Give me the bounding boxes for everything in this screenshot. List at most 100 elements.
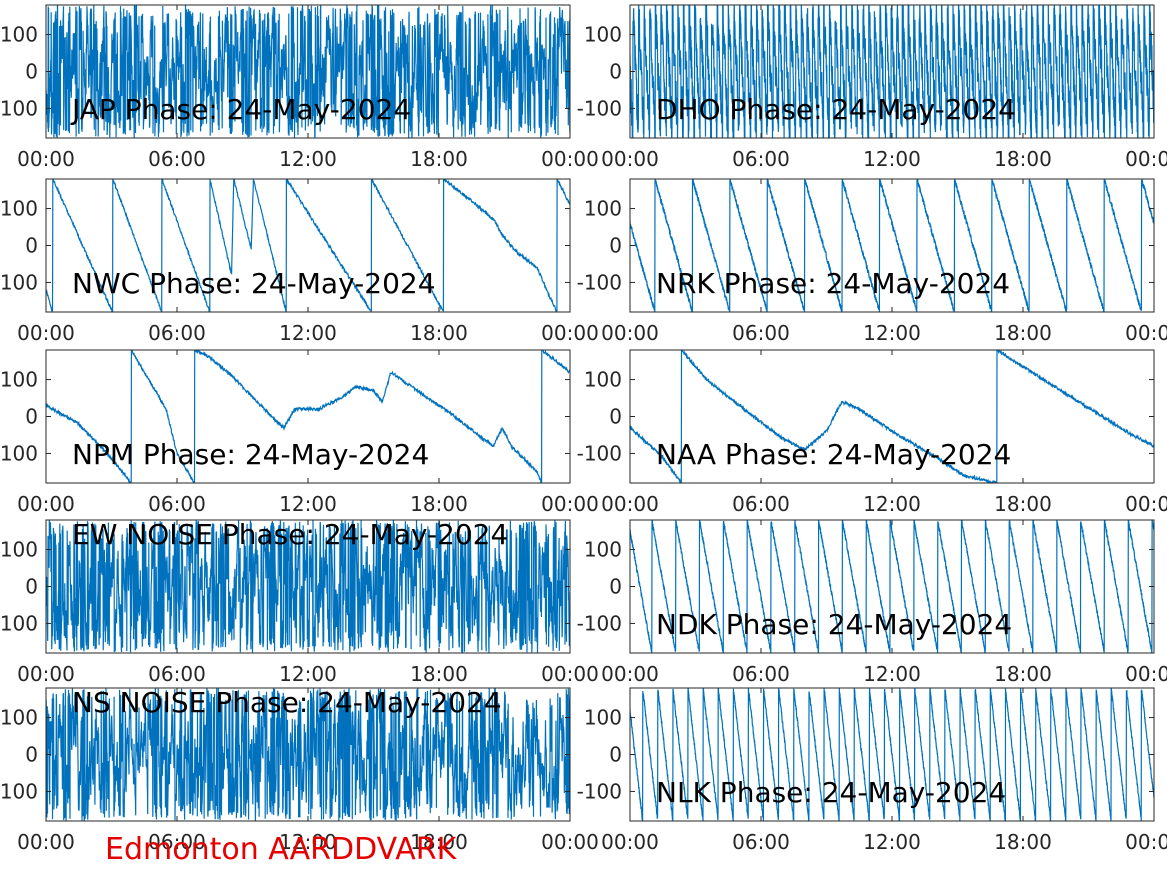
y-tick-label: 0 [609, 743, 622, 767]
x-tick-label: 00:00 [1125, 147, 1167, 171]
x-tick-label: 06:00 [148, 147, 206, 171]
y-tick-label: 100 [584, 706, 622, 730]
x-tick-label: 18:00 [994, 492, 1052, 516]
y-tick-label: 100 [0, 779, 38, 803]
x-tick-label: 00:00 [541, 492, 599, 516]
y-tick-label: 100 [584, 538, 622, 562]
x-tick-label: 12:00 [279, 147, 337, 171]
x-tick-label: 00:00 [541, 321, 599, 345]
x-tick-label: 12:00 [279, 830, 337, 854]
x-tick-label: 12:00 [863, 147, 921, 171]
x-tick-label: 06:00 [148, 321, 206, 345]
panel-title: EW NOISE Phase: 24-May-2024 [72, 518, 508, 551]
panel-title: NPM Phase: 24-May-2024 [72, 438, 429, 471]
x-tick-label: 12:00 [279, 662, 337, 686]
x-tick-label: 12:00 [863, 830, 921, 854]
x-tick-label: 12:00 [863, 662, 921, 686]
phase-trace [630, 520, 1154, 653]
x-tick-label: 06:00 [732, 492, 790, 516]
phase-trace [46, 350, 570, 483]
y-tick-label: 100 [0, 23, 38, 47]
y-tick-label: 100 [0, 706, 38, 730]
x-tick-label: 06:00 [732, 662, 790, 686]
panel-title: NRK Phase: 24-May-2024 [656, 267, 1010, 300]
phase-panel-6: 00:00 06:00 12:00 18:00 00:00 100 0 -100 NAA Pha… [577, 349, 1167, 516]
y-tick-label: -100 [577, 270, 622, 294]
phase-panel-10: 00:00 06:00 12:00 18:00 00:00 100 0 -100 NLK Pha… [577, 687, 1167, 854]
y-tick-label: 0 [25, 405, 38, 429]
y-tick-label: 100 [0, 538, 38, 562]
y-tick-label: 0 [25, 234, 38, 258]
x-tick-label: 00:00 [1125, 830, 1167, 854]
y-tick-label: 0 [609, 575, 622, 599]
x-tick-label: 00:00 [1125, 321, 1167, 345]
x-tick-label: 00:00 [601, 830, 659, 854]
phase-trace [46, 520, 570, 653]
phase-trace [46, 688, 570, 821]
x-tick-label: 18:00 [994, 321, 1052, 345]
x-tick-label: 00:00 [1125, 662, 1167, 686]
x-tick-label: 00:00 [601, 147, 659, 171]
y-tick-label: 0 [609, 234, 622, 258]
phase-trace [630, 179, 1154, 312]
x-tick-label: 00:00 [17, 662, 75, 686]
panel-title: NAA Phase: 24-May-2024 [656, 438, 1011, 471]
x-tick-label: 00:00 [17, 830, 75, 854]
y-tick-label: 0 [25, 575, 38, 599]
panel-title: DHO Phase: 24-May-2024 [656, 93, 1016, 126]
phase-trace [46, 179, 570, 312]
y-tick-label: 100 [0, 270, 38, 294]
phase-panel-8: 00:00 06:00 12:00 18:00 00:00 100 0 -100 NDK Pha… [577, 519, 1167, 686]
panel-title: NWC Phase: 24-May-2024 [72, 267, 436, 300]
x-tick-label: 00:00 [601, 492, 659, 516]
x-tick-label: 18:00 [410, 830, 468, 854]
x-tick-label: 18:00 [410, 662, 468, 686]
x-tick-label: 12:00 [279, 492, 337, 516]
x-tick-label: 12:00 [863, 492, 921, 516]
x-tick-label: 06:00 [148, 492, 206, 516]
x-tick-label: 18:00 [410, 492, 468, 516]
x-tick-label: 00:00 [1125, 492, 1167, 516]
x-tick-label: 12:00 [863, 321, 921, 345]
x-tick-label: 00:00 [541, 147, 599, 171]
x-tick-label: 06:00 [732, 147, 790, 171]
y-tick-label: -100 [577, 611, 622, 635]
panels: 00:00 06:00 12:00 18:00 00:00 100 0 100 JAP Phas… [0, 4, 1167, 854]
y-tick-label: 100 [584, 368, 622, 392]
station-footer-title: Edmonton AARDDVARK [105, 832, 458, 867]
phase-trace [630, 350, 1154, 483]
x-tick-label: 18:00 [994, 662, 1052, 686]
x-tick-label: 12:00 [279, 321, 337, 345]
y-tick-label: 0 [25, 60, 38, 84]
x-tick-label: 06:00 [732, 321, 790, 345]
panel-title: NS NOISE Phase: 24-May-2024 [72, 686, 502, 719]
phase-panel-2: 00:00 06:00 12:00 18:00 00:00 100 0 -100 DHO Pha… [577, 4, 1167, 171]
phase-panel-3: 00:00 06:00 12:00 18:00 00:00 100 0 100 NWC Phas… [0, 178, 599, 345]
x-tick-label: 00:00 [17, 147, 75, 171]
x-tick-label: 06:00 [732, 830, 790, 854]
x-tick-label: 06:00 [148, 662, 206, 686]
x-tick-label: 18:00 [410, 147, 468, 171]
y-tick-label: -100 [577, 96, 622, 120]
panel-title: NDK Phase: 24-May-2024 [656, 608, 1012, 641]
x-tick-label: 00:00 [541, 830, 599, 854]
y-tick-label: 0 [609, 405, 622, 429]
y-tick-label: 100 [584, 197, 622, 221]
x-tick-label: 18:00 [994, 147, 1052, 171]
y-tick-label: 100 [0, 441, 38, 465]
y-tick-label: 0 [609, 60, 622, 84]
y-tick-label: 100 [0, 197, 38, 221]
panel-title: NLK Phase: 24-May-2024 [656, 776, 1006, 809]
y-tick-label: -100 [577, 779, 622, 803]
y-tick-label: -100 [577, 441, 622, 465]
x-tick-label: 00:00 [601, 662, 659, 686]
x-tick-label: 18:00 [994, 830, 1052, 854]
phase-panel-5: 00:00 06:00 12:00 18:00 00:00 100 0 100 NPM Phas… [0, 349, 599, 516]
y-tick-label: 100 [0, 96, 38, 120]
x-tick-label: 06:00 [148, 830, 206, 854]
phase-panel-1: 00:00 06:00 12:00 18:00 00:00 100 0 100 JAP Phas… [0, 4, 599, 171]
x-tick-label: 00:00 [17, 321, 75, 345]
phase-panel-9: 00:00 06:00 12:00 18:00 00:00 100 0 100 NS NOISE… [0, 686, 599, 854]
y-tick-label: 100 [0, 368, 38, 392]
